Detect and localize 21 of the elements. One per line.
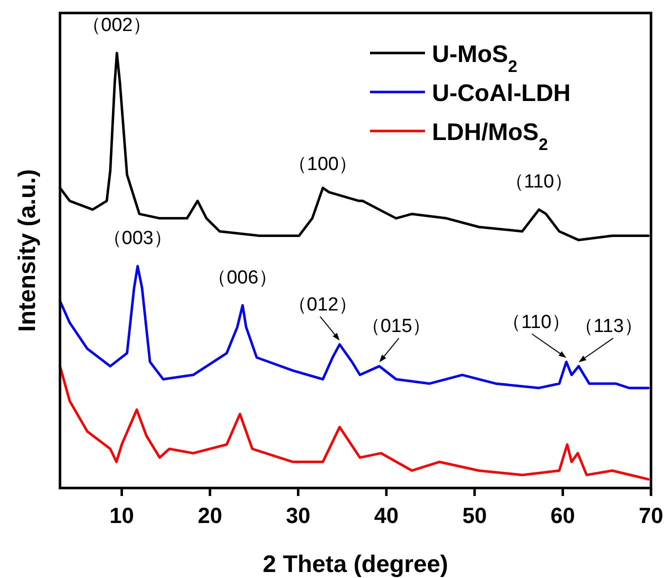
annotation: （015） bbox=[361, 316, 432, 338]
x-tick-label: 20 bbox=[198, 503, 222, 528]
legend-label: U-MoS$_{2}$ bbox=[432, 41, 518, 76]
annotation: （003） bbox=[102, 228, 172, 250]
legend-label: U-CoAl-LDH bbox=[432, 80, 571, 107]
annotation: （002） bbox=[82, 15, 152, 36]
annotation: （006） bbox=[208, 267, 278, 288]
x-axis-title: 2 Theta (degree) bbox=[262, 551, 448, 578]
x-tick-label: 40 bbox=[374, 503, 399, 528]
annotation: （110） bbox=[504, 172, 574, 193]
y-axis-title: Intensity (a.u.) bbox=[14, 169, 41, 332]
x-tick-label: 50 bbox=[462, 503, 487, 528]
x-tick-label: 60 bbox=[550, 503, 576, 528]
x-tick-label: 10 bbox=[110, 503, 134, 528]
x-tick-label: 70 bbox=[638, 503, 664, 528]
annotation: （110） bbox=[502, 312, 570, 333]
x-tick-label: 30 bbox=[286, 503, 310, 528]
legend-label: LDH/MoS$_{2}$ bbox=[432, 119, 548, 154]
annotation: （100） bbox=[288, 154, 358, 176]
annotation: （012） bbox=[288, 294, 358, 316]
annotation: （113） bbox=[574, 316, 643, 338]
